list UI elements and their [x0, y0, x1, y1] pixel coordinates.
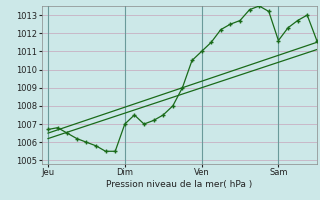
X-axis label: Pression niveau de la mer( hPa ): Pression niveau de la mer( hPa )	[106, 180, 252, 189]
